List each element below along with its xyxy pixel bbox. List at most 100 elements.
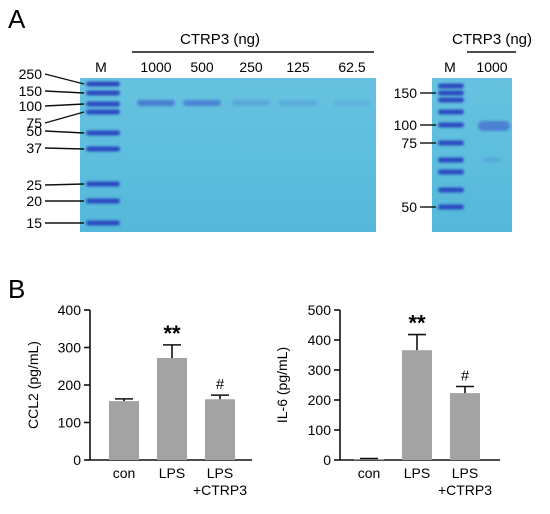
gel-2-ladder-band xyxy=(438,157,464,163)
gel-2-ladder-band xyxy=(438,122,464,128)
il6-y-axis-title: IL-6 (pg/mL) xyxy=(274,347,290,423)
gel-1-ladder-label: 250 xyxy=(19,66,43,82)
il6-bar-chart: 0 100 200 300 400 500 IL-6 (pg/mL) con ** LPS # LPS… xyxy=(274,302,500,498)
gel-2-lane-label: 1000 xyxy=(476,59,507,75)
il6-category-label-line: +CTRP3 xyxy=(438,482,492,498)
gel-1-ladder-band xyxy=(86,130,120,136)
ccl2-significance-mark: # xyxy=(216,376,225,393)
gel-2-sample-bands xyxy=(478,121,510,162)
gel-2-sample-band xyxy=(478,121,510,131)
il6-bar-2 xyxy=(402,350,432,460)
gel-1-lane-label: 250 xyxy=(239,59,263,75)
ccl2-y-tick-label: 300 xyxy=(58,340,82,356)
ccl2-category-label-line: LPS xyxy=(207,465,233,481)
gel-1-ladder-band xyxy=(86,146,120,152)
gel-2-ladder-band xyxy=(438,204,464,210)
ccl2-significance-mark: ** xyxy=(163,321,181,346)
ccl2-category-label-line: con xyxy=(113,465,136,481)
gel-2-ladder-band xyxy=(438,140,464,146)
il6-y-tick-label: 0 xyxy=(323,452,331,468)
il6-category-label-line: LPS xyxy=(404,465,430,481)
gel-1-ladder-label: 20 xyxy=(26,193,42,209)
il6-bar-1 xyxy=(354,459,384,460)
gel-1-sample-bands xyxy=(137,100,371,106)
gel-1-ladder-label: 100 xyxy=(19,98,43,114)
gel-2-ladder-labels: 150 100 75 50 xyxy=(394,85,436,215)
gel-2-ladder-band xyxy=(438,83,464,89)
gel-1-ladder-band xyxy=(86,181,120,187)
gel-2-ladder-band xyxy=(438,109,464,115)
gel-1-ladder-label: 37 xyxy=(26,140,42,156)
il6-significance-mark: ** xyxy=(408,311,426,336)
gel-1: CTRP3 (ng) M 1000 500 250 125 62.5 250150100… xyxy=(19,31,376,232)
ccl2-bar-2 xyxy=(157,358,187,460)
il6-category-label: LPS +CTRP3 xyxy=(438,465,492,498)
il6-significance-mark: # xyxy=(461,368,470,385)
gel-1-marker-label: M xyxy=(95,59,107,75)
ccl2-y-tick-label: 200 xyxy=(58,377,82,393)
gel-2-ladder xyxy=(438,83,464,210)
il6-y-tick-label: 400 xyxy=(308,332,332,348)
gel-2-ladder-band xyxy=(438,169,464,175)
gel-1-ladder-label: 150 xyxy=(19,83,43,99)
gel-1-ladder-label: 15 xyxy=(26,215,42,231)
il6-y-tick-label: 500 xyxy=(308,302,332,318)
il6-category-label: con xyxy=(358,465,381,481)
ccl2-category-label: LPS xyxy=(159,465,185,481)
gel-1-lane-label: 1000 xyxy=(140,59,171,75)
ccl2-category-label-line: LPS xyxy=(159,465,185,481)
gel-1-ladder-pointer xyxy=(44,130,85,134)
il6-bar-3 xyxy=(450,393,480,460)
gel-1-lane-label: 62.5 xyxy=(338,59,365,75)
gel-1-lane-label: 500 xyxy=(190,59,214,75)
gel-1-ladder-band xyxy=(86,109,120,115)
gel-2-ladder-band xyxy=(438,90,464,96)
ccl2-y-axis-title: CCL2 (pg/mL) xyxy=(25,341,41,429)
ccl2-y-tick-label: 0 xyxy=(73,452,81,468)
gel-2-ladder-label: 150 xyxy=(394,85,418,101)
gel-1-ladder-band xyxy=(86,101,120,107)
ccl2-bar-3 xyxy=(205,399,235,460)
gel-2-ladder-label: 75 xyxy=(401,135,417,151)
gel-1-ladder-pointer xyxy=(44,90,85,94)
gel-1-sample-band xyxy=(232,100,270,106)
gel-2-ladder-band xyxy=(438,97,464,103)
gel-1-ladder-pointer xyxy=(44,111,85,124)
il6-category-label-line: LPS xyxy=(452,465,478,481)
gel-2-ladder-band xyxy=(438,187,464,193)
gel-1-ladder-label: 75 xyxy=(26,115,42,131)
gel-1-ladder-pointer xyxy=(44,147,85,150)
ccl2-category-label-line: +CTRP3 xyxy=(193,482,247,498)
gel-2-ladder-label: 50 xyxy=(401,199,417,215)
gel-1-ladder-label: 25 xyxy=(26,177,42,193)
il6-category-label: LPS xyxy=(404,465,430,481)
gel-1-sample-band xyxy=(183,100,221,106)
gel-2-header: CTRP3 (ng) xyxy=(452,31,532,48)
gel-1-ladder-band xyxy=(86,90,120,96)
gel-2-lane-labels: 1000 xyxy=(476,59,507,75)
panel-a-label: A xyxy=(8,4,26,34)
gel-1-ladder-band xyxy=(86,81,120,87)
gel-1-ladder-pointer xyxy=(44,103,85,107)
gel-2: CTRP3 (ng) M 1000 150 100 75 50 xyxy=(394,31,532,232)
gel-1-sample-band xyxy=(137,100,175,106)
gel-1-ladder-band xyxy=(86,220,120,226)
gel-1-sample-band xyxy=(333,100,371,106)
ccl2-y-tick-label: 100 xyxy=(58,415,82,431)
gel-1-lane-label: 125 xyxy=(286,59,310,75)
il6-y-tick-label: 100 xyxy=(308,422,332,438)
gel-2-marker-label: M xyxy=(444,59,456,75)
ccl2-y-tick-label: 400 xyxy=(58,302,82,318)
ccl2-bar-1 xyxy=(109,401,139,460)
il6-y-tick-label: 200 xyxy=(308,392,332,408)
gel-2-sample-band-faint xyxy=(484,158,500,162)
gel-1-background xyxy=(80,78,376,232)
il6-category-label-line: con xyxy=(358,465,381,481)
gel-1-header: CTRP3 (ng) xyxy=(180,31,260,48)
gel-1-ladder-pointer xyxy=(44,73,85,85)
gel-1-ladder-pointer xyxy=(44,183,85,186)
ccl2-category-label: LPS +CTRP3 xyxy=(193,465,247,498)
